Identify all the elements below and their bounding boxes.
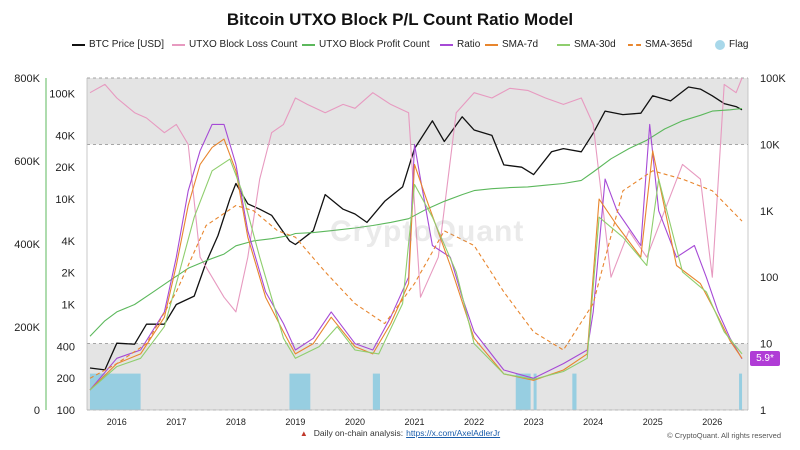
legend-swatch [440, 43, 453, 46]
x-tick-label-6: 2022 [464, 417, 484, 427]
footer-text: Daily on-chain analysis: [313, 428, 404, 438]
legend-swatch [628, 43, 641, 46]
series-line-btc-price-usd- [89, 86, 743, 371]
shaded-band-1 [87, 78, 748, 145]
footer-note: ▲ Daily on-chain analysis: https://x.com/A… [0, 428, 800, 438]
x-tick-label-2: 2018 [226, 417, 246, 427]
flag-region-5 [572, 373, 577, 410]
price-tick-label-7: 20K [55, 162, 75, 174]
series-line-sma-30d [89, 158, 743, 391]
price-tick-label-4: 2K [62, 268, 76, 280]
flag-region-2 [372, 373, 380, 410]
flag-icon: ▲ [299, 429, 308, 438]
flag-region-3 [515, 373, 531, 410]
copyright-text: © CryptoQuant. All rights reserved [667, 431, 781, 440]
flag-region-0 [89, 373, 141, 410]
ratio-tick-label-0: 1 [760, 405, 766, 417]
x-tick-label-0: 2016 [107, 417, 127, 427]
legend-swatch [72, 43, 85, 46]
series-line-sma-365d [89, 170, 743, 379]
ratio-tick-label-2: 100 [760, 272, 778, 284]
legend-item-utxo-block-profit-count[interactable]: UTXO Block Profit Count [302, 39, 430, 50]
flag-region-6 [739, 373, 743, 410]
chart-title: Bitcoin UTXO Block P/L Count Ratio Model [226, 10, 574, 29]
flag-region-1 [289, 373, 311, 410]
price-tick-label-8: 40K [55, 130, 75, 142]
shaded-band-0 [87, 343, 748, 410]
x-tick-label-4: 2020 [345, 417, 365, 427]
count-tick-label-1: 200K [14, 322, 40, 334]
legend-item-utxo-block-loss-count[interactable]: UTXO Block Loss Count [172, 39, 297, 50]
legend-label: SMA-30d [574, 39, 616, 50]
legend-swatch [557, 43, 570, 46]
x-tick-label-8: 2024 [583, 417, 603, 427]
x-tick-label-5: 2021 [405, 417, 425, 427]
ratio-tick-label-1: 10 [760, 339, 772, 351]
legend-item-sma-30d[interactable]: SMA-30d [557, 39, 616, 50]
count-tick-label-2: 400K [14, 239, 40, 251]
legend-label: UTXO Block Profit Count [319, 39, 430, 50]
footer-link[interactable]: https://x.com/AxelAdlerJr [406, 428, 501, 438]
legend-item-flag[interactable]: Flag [715, 39, 748, 50]
series-line-sma-7d [89, 138, 743, 391]
price-tick-label-3: 1K [62, 299, 76, 311]
x-tick-label-9: 2025 [643, 417, 663, 427]
price-tick-label-1: 200 [57, 373, 75, 385]
price-tick-label-9: 100K [49, 88, 75, 100]
ratio-last-value-badge: 5.9* [750, 351, 780, 366]
legend-swatch [485, 43, 498, 46]
x-tick-label-7: 2023 [524, 417, 544, 427]
series-line-utxo-block-profit-count [89, 107, 743, 337]
count-tick-label-4: 800K [14, 73, 40, 85]
legend-label: SMA-365d [645, 39, 693, 50]
legend-label: SMA-7d [502, 39, 539, 50]
flag-region-4 [533, 373, 537, 410]
legend: BTC Price [USD] UTXO Block Loss Count UTXO… [60, 39, 760, 53]
price-tick-label-5: 4K [62, 236, 76, 248]
watermark-logo: CryptoQuant [330, 215, 525, 248]
legend-swatch [715, 39, 725, 50]
legend-label: Flag [729, 39, 749, 50]
legend-label: UTXO Block Loss Count [189, 39, 298, 50]
series-line-ratio [89, 123, 743, 391]
legend-item-sma-7d[interactable]: SMA-7d [485, 39, 538, 50]
legend-label: BTC Price [USD] [89, 39, 165, 50]
legend-item-sma-365d[interactable]: SMA-365d [628, 39, 692, 50]
x-tick-label-10: 2026 [702, 417, 722, 427]
price-tick-label-0: 100 [57, 405, 75, 417]
price-tick-label-2: 400 [57, 341, 75, 353]
ratio-tick-label-3: 1K [760, 206, 774, 218]
legend-item-ratio[interactable]: Ratio [440, 39, 480, 50]
legend-swatch [172, 43, 185, 46]
ratio-tick-label-4: 10K [760, 139, 780, 151]
legend-item-btc-price-usd-[interactable]: BTC Price [USD] [72, 39, 164, 50]
count-tick-label-0: 0 [34, 405, 40, 417]
legend-swatch [302, 43, 315, 46]
x-tick-label-3: 2019 [285, 417, 305, 427]
count-tick-label-3: 600K [14, 156, 40, 168]
ratio-tick-label-5: 100K [760, 73, 786, 85]
legend-label: Ratio [457, 39, 481, 50]
x-tick-label-1: 2017 [166, 417, 186, 427]
price-tick-label-6: 10K [55, 194, 75, 206]
series-line-utxo-block-loss-count [89, 77, 743, 313]
